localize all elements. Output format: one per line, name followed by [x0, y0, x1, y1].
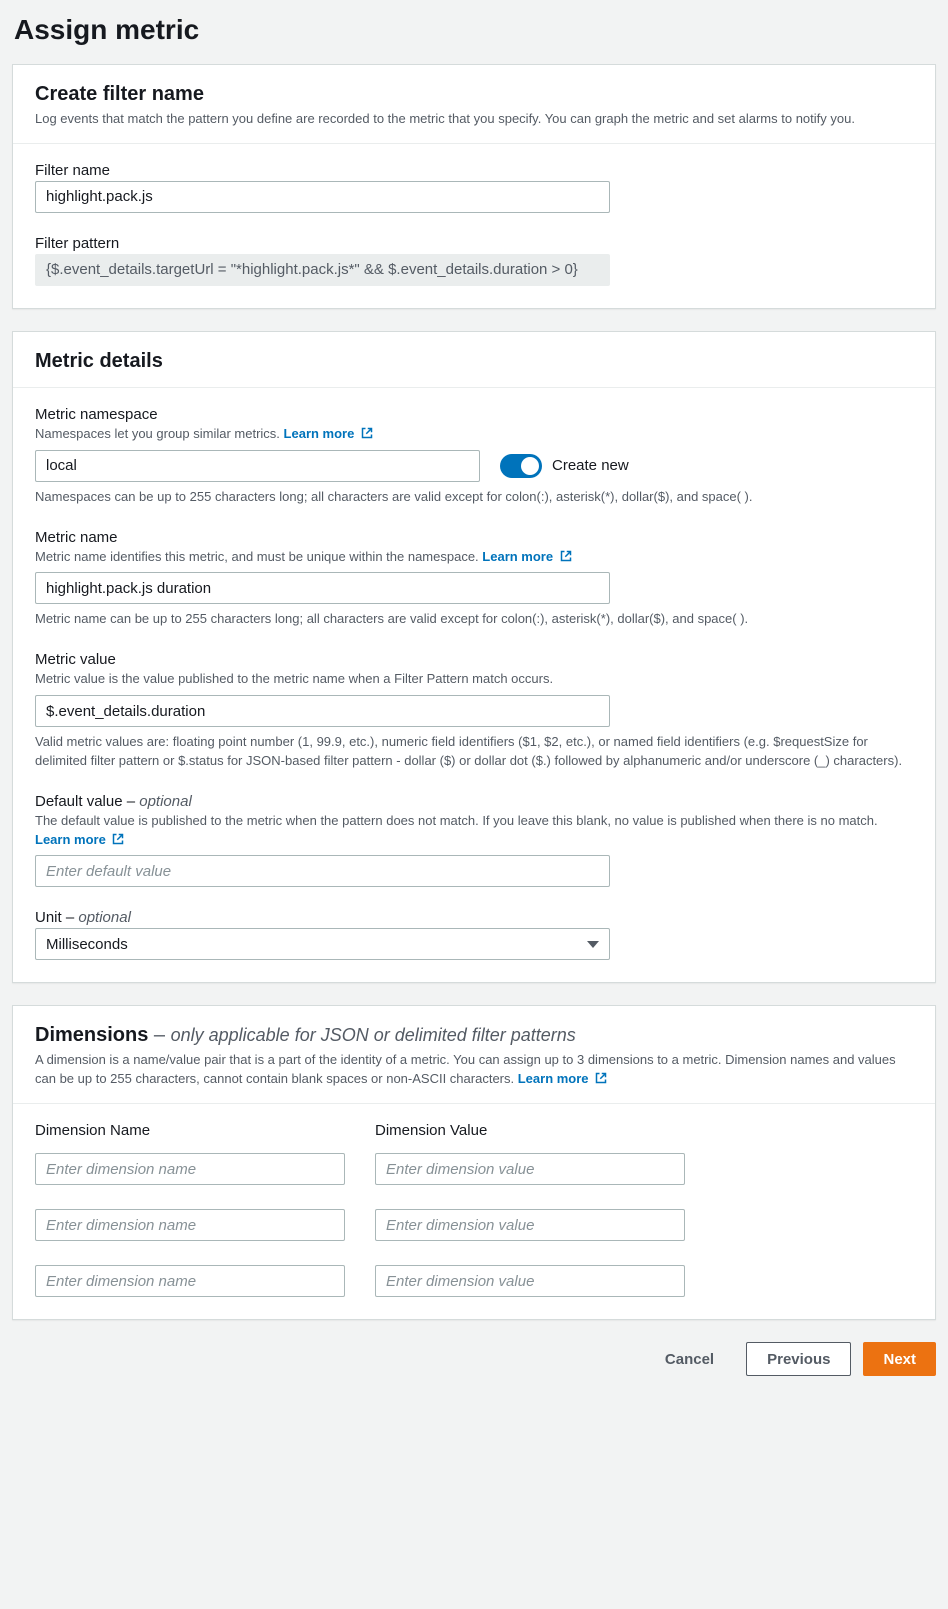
default-value-hint-text: The default value is published to the me…: [35, 813, 878, 828]
external-link-icon: [595, 1072, 607, 1084]
metric-value-input[interactable]: [35, 695, 610, 727]
namespace-label: Metric namespace: [35, 406, 913, 423]
create-new-toggle[interactable]: [500, 454, 542, 478]
metric-value-label: Metric value: [35, 651, 913, 668]
dimensions-panel: Dimensions – only applicable for JSON or…: [12, 1005, 936, 1320]
default-value-label: Default value – optional: [35, 793, 913, 810]
create-new-label: Create new: [552, 457, 629, 474]
cancel-button[interactable]: Cancel: [645, 1342, 734, 1376]
metric-name-input[interactable]: [35, 572, 610, 604]
external-link-icon: [560, 550, 572, 562]
default-value-learn-more-link[interactable]: Learn more: [35, 832, 124, 847]
metric-name-learn-more-link[interactable]: Learn more: [482, 549, 571, 564]
learn-more-text: Learn more: [284, 426, 355, 441]
dimensions-panel-title: Dimensions – only applicable for JSON or…: [35, 1024, 913, 1047]
dimension-name-col-label: Dimension Name: [35, 1122, 345, 1139]
dimension-name-input-2[interactable]: [35, 1209, 345, 1241]
metric-name-label: Metric name: [35, 529, 913, 546]
default-value-input[interactable]: [35, 855, 610, 887]
filter-panel: Create filter name Log events that match…: [12, 64, 936, 309]
dimension-value-col-label: Dimension Value: [375, 1122, 685, 1139]
filter-name-label: Filter name: [35, 162, 913, 179]
filter-panel-title: Create filter name: [35, 83, 913, 106]
footer-buttons: Cancel Previous Next: [12, 1342, 936, 1376]
unit-selected-value: Milliseconds: [46, 936, 128, 953]
metric-value-hint-top: Metric value is the value published to t…: [35, 670, 913, 689]
filter-pattern-field: {$.event_details.targetUrl = "*highlight…: [35, 254, 610, 286]
dimensions-panel-header: Dimensions – only applicable for JSON or…: [13, 1006, 935, 1104]
next-button[interactable]: Next: [863, 1342, 936, 1376]
namespace-hint-bottom: Namespaces can be up to 255 characters l…: [35, 488, 913, 507]
chevron-down-icon: [587, 941, 599, 948]
metric-name-hint-text: Metric name identifies this metric, and …: [35, 549, 479, 564]
optional-text: optional: [78, 909, 131, 926]
metric-panel-header: Metric details: [13, 332, 935, 388]
dimension-value-input-3[interactable]: [375, 1265, 685, 1297]
page-title: Assign metric: [14, 14, 936, 46]
filter-name-input[interactable]: [35, 181, 610, 213]
unit-select[interactable]: Milliseconds: [35, 928, 610, 960]
dimensions-learn-more-link[interactable]: Learn more: [518, 1071, 607, 1086]
default-value-label-text: Default value: [35, 793, 123, 810]
previous-button[interactable]: Previous: [746, 1342, 851, 1376]
metric-name-hint-top: Metric name identifies this metric, and …: [35, 548, 913, 567]
namespace-hint-top: Namespaces let you group similar metrics…: [35, 425, 913, 444]
metric-value-hint-bottom: Valid metric values are: floating point …: [35, 733, 913, 771]
metric-name-hint-bottom: Metric name can be up to 255 characters …: [35, 610, 913, 629]
external-link-icon: [112, 833, 124, 845]
external-link-icon: [361, 427, 373, 439]
dimension-value-input-2[interactable]: [375, 1209, 685, 1241]
dimension-name-input-1[interactable]: [35, 1153, 345, 1185]
unit-label-text: Unit: [35, 909, 62, 926]
filter-panel-desc: Log events that match the pattern you de…: [35, 110, 913, 129]
default-value-hint-top: The default value is published to the me…: [35, 812, 913, 850]
dimension-value-input-1[interactable]: [375, 1153, 685, 1185]
namespace-learn-more-link[interactable]: Learn more: [284, 426, 373, 441]
namespace-input[interactable]: [35, 450, 480, 482]
metric-panel-title: Metric details: [35, 350, 913, 373]
filter-pattern-label: Filter pattern: [35, 235, 913, 252]
metric-panel: Metric details Metric namespace Namespac…: [12, 331, 936, 984]
dimensions-desc-text: A dimension is a name/value pair that is…: [35, 1052, 896, 1086]
dimensions-title-text: Dimensions: [35, 1024, 148, 1046]
dimensions-sub-text: only applicable for JSON or delimited fi…: [171, 1025, 576, 1045]
learn-more-text: Learn more: [518, 1071, 589, 1086]
learn-more-text: Learn more: [482, 549, 553, 564]
filter-panel-header: Create filter name Log events that match…: [13, 65, 935, 144]
namespace-hint-text: Namespaces let you group similar metrics…: [35, 426, 280, 441]
dimension-name-input-3[interactable]: [35, 1265, 345, 1297]
optional-text: optional: [139, 793, 192, 810]
learn-more-text: Learn more: [35, 832, 106, 847]
unit-label: Unit – optional: [35, 909, 913, 926]
dimensions-desc: A dimension is a name/value pair that is…: [35, 1051, 913, 1089]
